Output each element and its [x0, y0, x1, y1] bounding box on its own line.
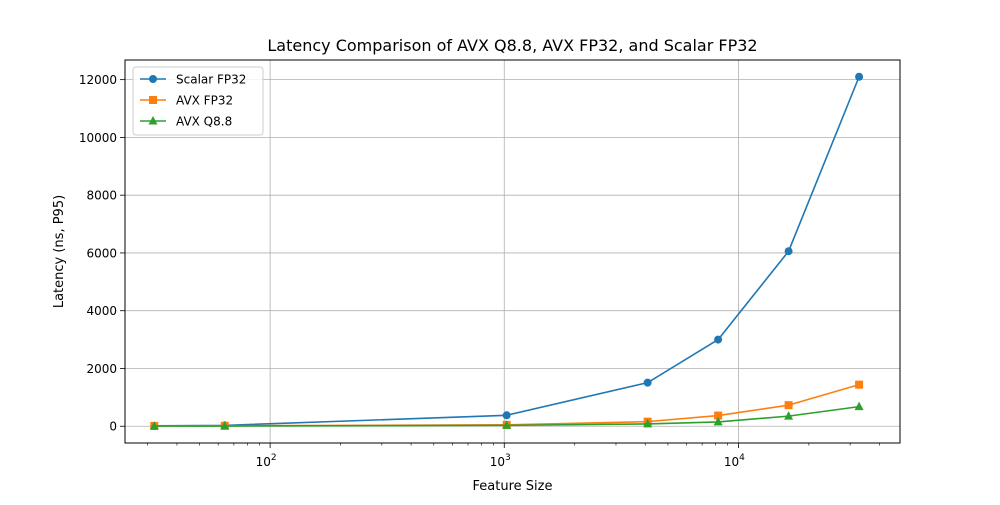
x-axis-label: Feature Size — [473, 479, 553, 494]
x-tick-base: 10 — [256, 455, 271, 469]
x-tick-base: 10 — [490, 455, 505, 469]
series-avx-q8-8 — [149, 401, 864, 430]
plot-area-frame — [124, 59, 901, 444]
data-point — [643, 418, 653, 428]
data-point — [220, 421, 230, 430]
legend-label: AVX FP32 — [176, 94, 233, 108]
chart-title: Latency Comparison of AVX Q8.8, AVX FP32… — [267, 36, 757, 55]
x-tick-label: 102 — [256, 453, 277, 469]
y-tick-label: 10000 — [79, 131, 117, 145]
y-axis-label: Latency (ns, P95) — [52, 195, 67, 308]
data-point — [854, 401, 864, 411]
data-point — [502, 420, 512, 429]
legend-item: AVX FP32 — [140, 94, 233, 108]
data-point — [643, 378, 652, 387]
legend-box — [132, 66, 264, 136]
legend-item: Scalar FP32 — [140, 73, 246, 87]
legend-label: AVX Q8.8 — [176, 115, 232, 129]
x-tick-label: 104 — [724, 453, 745, 469]
data-point — [713, 416, 723, 426]
x-tick-exponent: 4 — [739, 453, 745, 463]
data-point — [714, 411, 723, 420]
legend-item: AVX Q8.8 — [140, 115, 232, 129]
data-point — [784, 247, 793, 256]
data-point — [149, 421, 159, 430]
x-tick-exponent: 2 — [271, 453, 277, 463]
x-tick-exponent: 3 — [505, 453, 511, 463]
data-point — [784, 411, 794, 420]
y-tick-label: 6000 — [86, 246, 117, 260]
x-tick-label: 103 — [490, 453, 511, 469]
y-tick-label: 0 — [109, 420, 117, 434]
y-tick-label: 12000 — [79, 73, 117, 87]
data-point — [714, 335, 723, 344]
y-tick-label: 8000 — [86, 189, 117, 203]
data-point — [855, 380, 864, 389]
x-tick-base: 10 — [724, 455, 739, 469]
data-point — [855, 72, 864, 81]
legend-marker — [149, 75, 157, 83]
legend-marker — [148, 116, 158, 125]
series-layer — [149, 72, 864, 430]
legend-label: Scalar FP32 — [176, 73, 246, 87]
y-tick-label: 4000 — [86, 304, 117, 318]
data-point — [784, 401, 793, 410]
y-tick-label: 2000 — [86, 362, 117, 376]
data-point — [502, 411, 511, 420]
legend: Scalar FP32 AVX FP32 AVX Q8.8 — [132, 66, 264, 136]
grid-layer — [125, 60, 900, 443]
legend-marker — [149, 96, 157, 104]
